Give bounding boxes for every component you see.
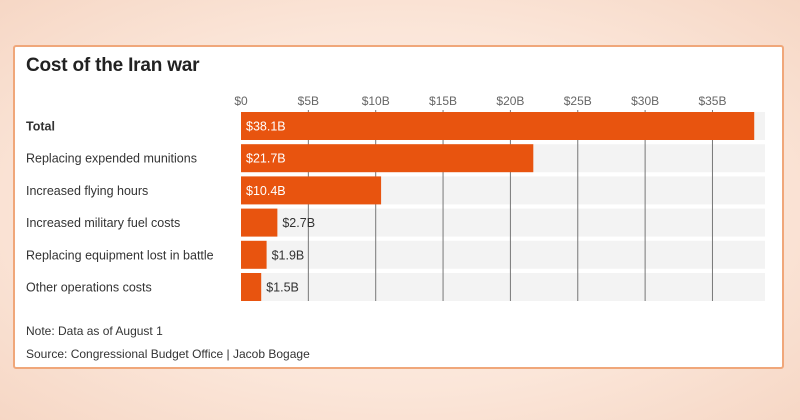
chart-card: Cost of the Iran war $0 $5B $10B $15B $20B $2… — [13, 45, 784, 369]
x-tick-label: $30B — [631, 94, 659, 108]
bar — [241, 208, 278, 237]
category-label: Replacing equipment lost in battle — [26, 248, 214, 262]
bar — [241, 176, 382, 205]
bar — [241, 112, 755, 140]
category-label: Increased military fuel costs — [26, 216, 180, 230]
bar-track — [241, 273, 765, 301]
data-label: $1.5B — [266, 281, 299, 295]
x-tick-label: $15B — [429, 94, 457, 108]
chart-title: Cost of the Iran war — [26, 55, 200, 76]
data-label: $1.9B — [272, 248, 305, 262]
bar-chart: $0 $5B $10B $15B $20B $25B $30B $35B Total $38.1B… — [26, 94, 765, 301]
category-label: Replacing expended munitions — [26, 152, 197, 166]
bar-track — [241, 208, 765, 237]
x-tick-label: $35B — [698, 94, 726, 108]
bar — [241, 273, 262, 301]
data-label: $10.4B — [246, 184, 286, 198]
bar — [241, 144, 534, 173]
category-label: Other operations costs — [26, 281, 152, 295]
bar — [241, 240, 267, 269]
data-label: $21.7B — [246, 152, 286, 166]
category-label: Total — [26, 120, 55, 134]
data-label: $2.7B — [282, 216, 315, 230]
chart-note: Note: Data as of August 1 — [26, 324, 163, 338]
category-label: Increased flying hours — [26, 184, 148, 198]
x-tick-label: $25B — [564, 94, 592, 108]
x-tick-label: $10B — [362, 94, 390, 108]
bar-track — [241, 240, 765, 269]
chart-source: Source: Congressional Budget Office | Ja… — [26, 347, 310, 361]
x-tick-label: $5B — [298, 94, 319, 108]
data-label: $38.1B — [246, 120, 286, 134]
x-tick-label: $20B — [496, 94, 524, 108]
x-tick-label: $0 — [234, 94, 248, 108]
